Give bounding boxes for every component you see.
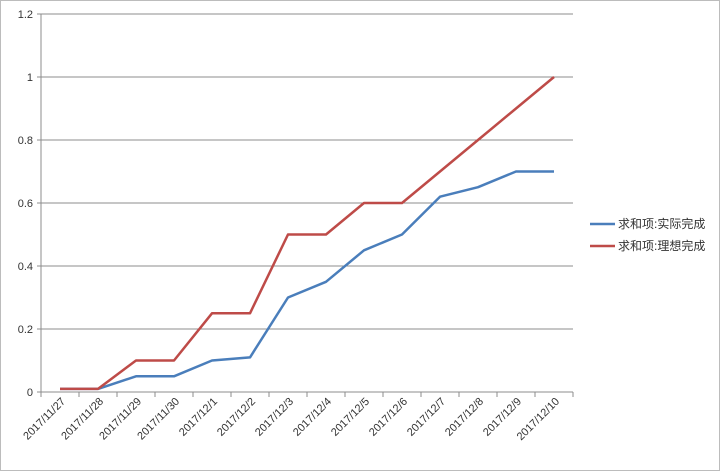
y-tick-labels: 0 0.2 0.4 0.6 0.8 1 1.2 bbox=[18, 9, 33, 399]
series-line-1 bbox=[60, 170, 554, 391]
legend-label: 求和项:实际完成 bbox=[618, 216, 705, 231]
x-tick-label: 2017/12/7 bbox=[405, 396, 448, 439]
x-tick-label: 2017/12/4 bbox=[291, 396, 334, 439]
x-tick-label: 2017/12/8 bbox=[443, 396, 486, 439]
x-tick-label: 2017/12/6 bbox=[367, 396, 410, 439]
y-tick-label: 0.2 bbox=[18, 324, 33, 336]
x-tick-label: 2017/12/3 bbox=[253, 396, 296, 439]
series-lines bbox=[60, 76, 555, 391]
x-tick-label: 2017/12/2 bbox=[215, 396, 258, 439]
y-tick-label: 1 bbox=[27, 72, 33, 84]
y-tick-label: 1.2 bbox=[18, 9, 33, 21]
y-tick-label: 0 bbox=[27, 387, 33, 399]
x-tick-label: 2017/12/1 bbox=[177, 396, 220, 439]
legend-label: 求和项:理想完成 bbox=[618, 238, 705, 253]
gridlines bbox=[41, 13, 573, 330]
y-tick-label: 0.4 bbox=[18, 261, 33, 273]
series-line-2 bbox=[60, 76, 555, 391]
y-tick-label: 0.6 bbox=[18, 198, 33, 210]
y-tick-label: 0.8 bbox=[18, 135, 33, 147]
x-tick-label: 2017/12/5 bbox=[329, 396, 372, 439]
x-tick-labels: 2017/11/272017/11/282017/11/292017/11/30… bbox=[21, 396, 562, 443]
axes bbox=[37, 13, 574, 397]
